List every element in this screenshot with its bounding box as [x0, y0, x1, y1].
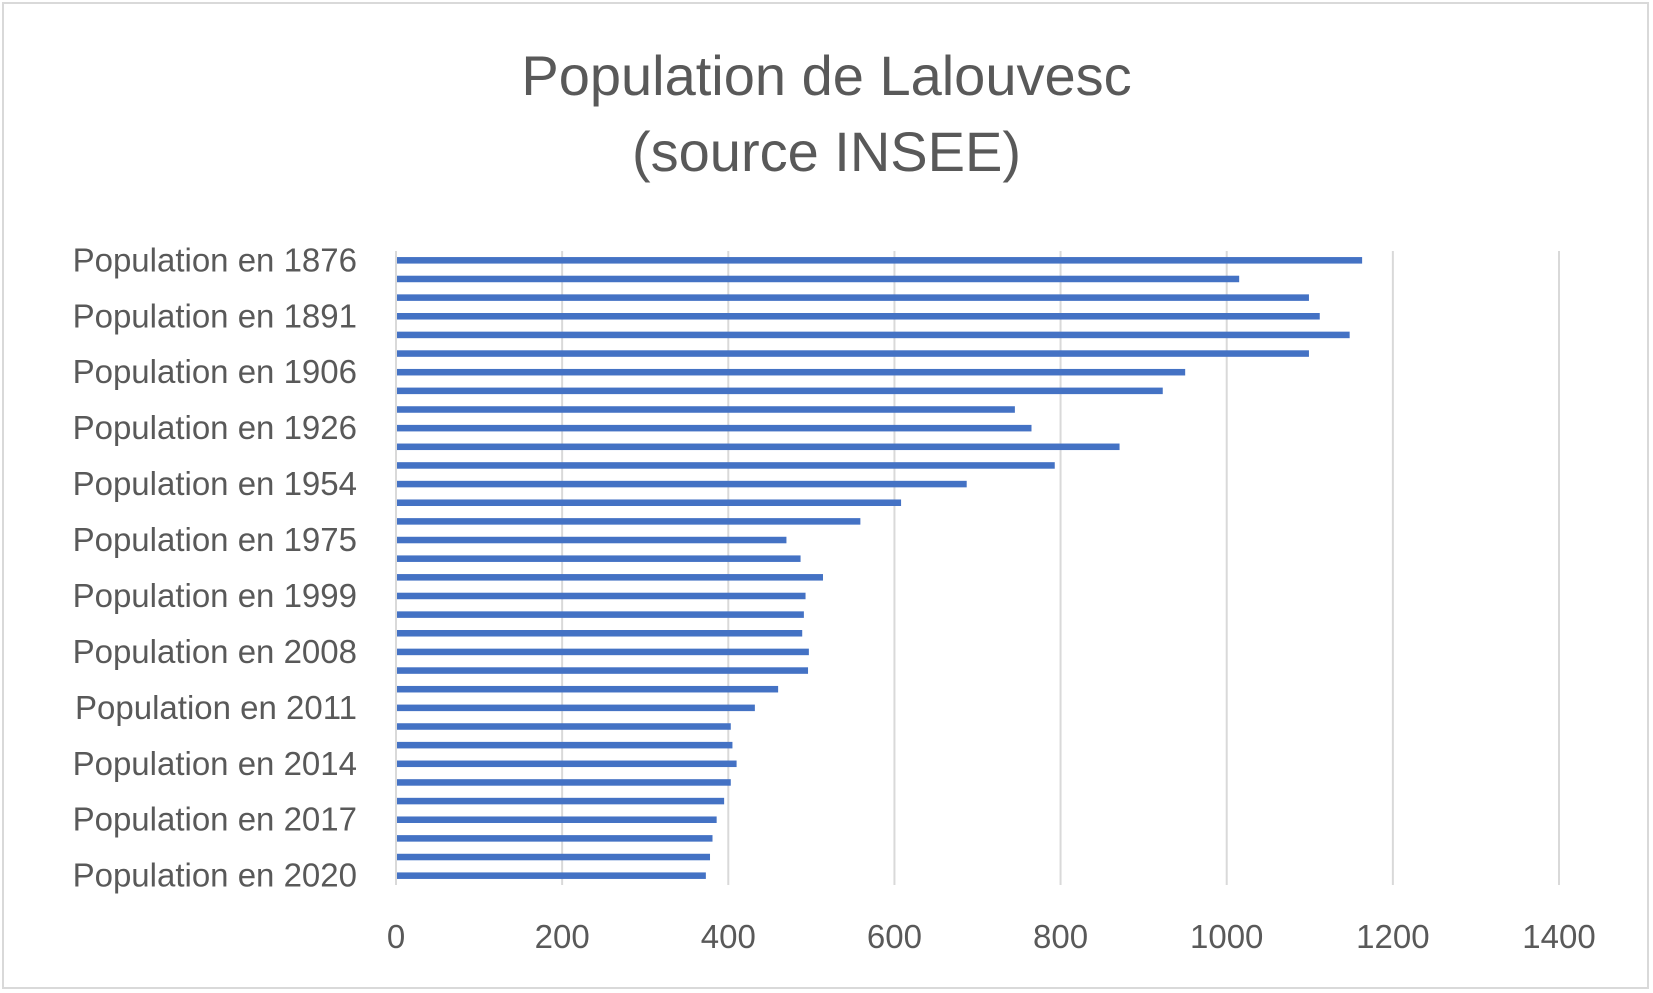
bar-11	[396, 462, 1055, 469]
y-tick-label-21: Population en 2008	[73, 633, 357, 670]
y-tick-label-6: Population en 1906	[73, 353, 357, 390]
bar-23	[396, 685, 779, 693]
bar-25	[396, 723, 731, 730]
bar-1	[396, 275, 1240, 283]
bar-13	[396, 499, 902, 506]
x-tick-label-3: 600	[867, 918, 922, 955]
y-tick-label-3: Population en 1891	[73, 297, 357, 334]
bar-21	[396, 648, 809, 656]
y-tick-label-33: Population en 2020	[73, 857, 357, 894]
y-tick-label-30: Population en 2017	[73, 801, 357, 838]
y-tick-label-15: Population en 1975	[73, 521, 357, 558]
x-tick-label-1: 200	[535, 918, 590, 955]
bar-28	[396, 779, 731, 786]
bar-30	[396, 816, 717, 823]
y-tick-label-12: Population en 1954	[73, 465, 357, 502]
chart-title: Population de Lalouvesc (source INSEE)	[0, 38, 1653, 190]
bar-9	[396, 424, 1032, 432]
bar-19	[396, 611, 804, 618]
bar-3	[396, 313, 1320, 320]
bar-12	[396, 480, 967, 488]
bar-22	[396, 667, 809, 674]
x-tick-label-4: 800	[1033, 918, 1088, 955]
bar-10	[396, 443, 1120, 451]
bar-18	[396, 592, 806, 600]
bar-16	[396, 555, 801, 562]
bar-26	[396, 741, 733, 749]
chart-title-line-1: Population de Lalouvesc	[521, 44, 1132, 107]
y-tick-label-27: Population en 2014	[73, 745, 357, 782]
axis-layer: 0 200 400 600 800 1000 1200 1400 Population en 1…	[73, 241, 1596, 955]
bar-24	[396, 704, 755, 712]
bar-6	[396, 368, 1186, 376]
bar-layer	[396, 257, 1363, 879]
bar-7	[396, 387, 1163, 395]
y-tick-label-18: Population en 1999	[73, 577, 357, 614]
bar-29	[396, 797, 725, 805]
bar-15	[396, 536, 787, 544]
y-tick-label-9: Population en 1926	[73, 409, 357, 446]
bar-2	[396, 294, 1309, 301]
grid-layer	[395, 251, 1560, 885]
bar-14	[396, 518, 861, 525]
bar-4	[396, 331, 1350, 339]
bar-17	[396, 574, 823, 581]
x-tick-label-6: 1200	[1356, 918, 1429, 955]
y-tick-label-0: Population en 1876	[73, 241, 357, 278]
y-tick-label-24: Population en 2011	[75, 689, 357, 726]
bar-0	[396, 257, 1363, 264]
bar-8	[396, 406, 1015, 413]
bar-5	[396, 350, 1309, 357]
chart-title-line-2: (source INSEE)	[632, 120, 1021, 183]
bar-31	[396, 835, 713, 842]
bar-27	[396, 760, 737, 768]
x-tick-label-2: 400	[701, 918, 756, 955]
bar-32	[396, 853, 711, 861]
bar-20	[396, 630, 803, 637]
x-tick-label-0: 0	[387, 918, 405, 955]
x-tick-label-7: 1400	[1522, 918, 1595, 955]
bar-33	[396, 872, 706, 879]
x-tick-label-5: 1000	[1190, 918, 1263, 955]
